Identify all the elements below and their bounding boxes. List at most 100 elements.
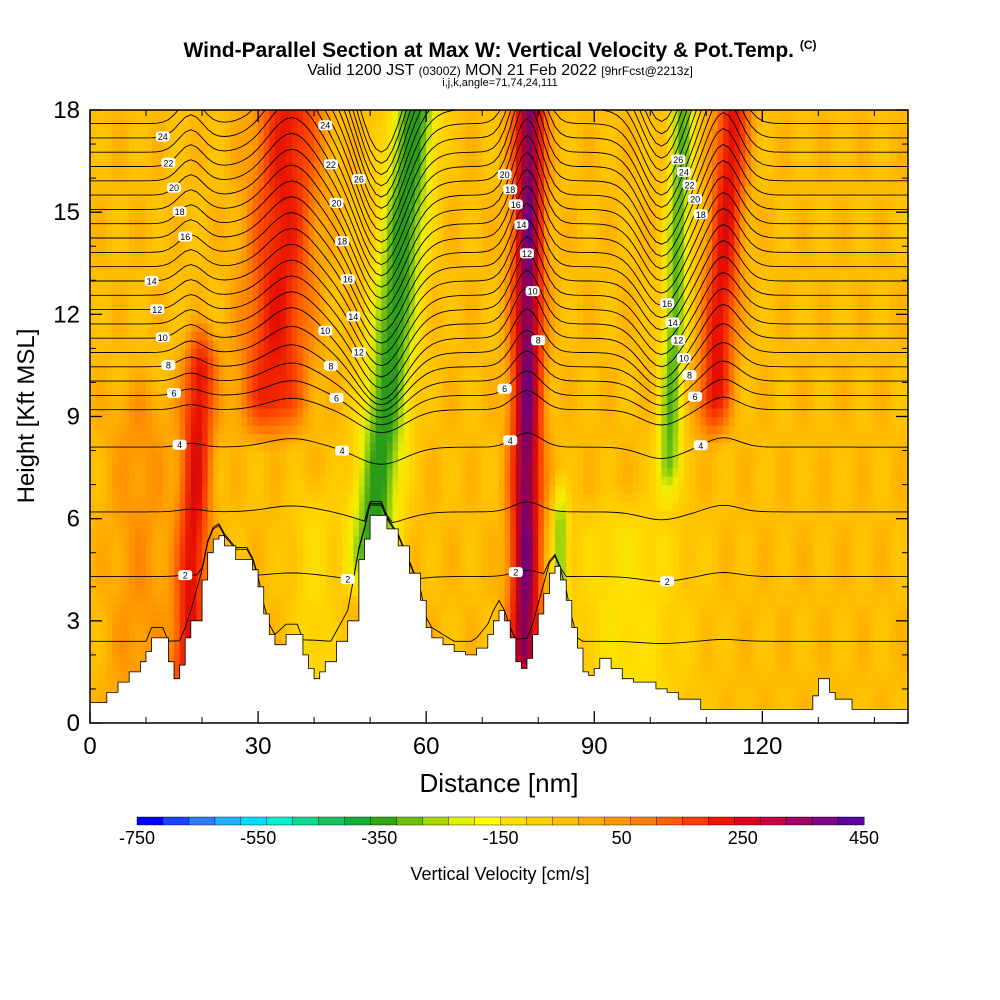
velocity-cell [314,220,321,230]
velocity-cell [235,297,242,307]
velocity-cell [347,552,354,562]
velocity-cell [353,569,360,579]
velocity-cell [319,237,326,247]
velocity-cell [325,450,332,460]
velocity-cell [101,365,108,375]
velocity-cell [414,203,422,213]
velocity-cell [140,433,147,443]
velocity-cell [358,237,366,247]
velocity-cell [336,561,343,571]
velocity-cell [241,365,248,375]
velocity-cell [431,305,438,315]
velocity-cell [230,263,237,273]
velocity-cell [202,433,209,443]
velocity-cell [302,186,310,196]
velocity-cell [442,476,450,486]
velocity-cell [330,186,338,196]
velocity-cell [420,552,427,562]
velocity-cell [134,612,142,622]
velocity-cell [179,178,186,188]
velocity-cell [409,169,416,179]
velocity-cell [190,229,198,239]
velocity-cell [358,518,366,528]
velocity-cell [157,186,164,196]
velocity-cell [241,433,248,443]
velocity-cell [470,365,478,375]
velocity-cell [286,169,293,179]
velocity-cell [414,476,422,486]
velocity-cell [146,637,153,647]
velocity-cell [314,161,321,171]
velocity-cell [162,237,170,247]
velocity-cell [358,356,366,367]
velocity-cell [95,373,102,384]
velocity-cell [286,144,293,154]
velocity-cell [370,331,377,341]
velocity-cell [202,118,209,128]
velocity-cell [392,203,399,213]
velocity-cell [431,510,438,520]
velocity-cell [330,425,338,435]
velocity-cell [218,373,226,384]
velocity-cell [112,229,119,239]
velocity-cell [146,127,153,137]
velocity-cell [134,135,142,145]
velocity-cell [319,203,326,213]
velocity-cell [146,254,153,264]
velocity-cell [454,450,461,460]
velocity-cell [134,254,142,264]
velocity-cell [235,195,242,205]
velocity-cell [465,484,472,494]
velocity-cell [90,493,97,503]
velocity-cell [157,510,164,520]
velocity-cell [90,501,97,511]
velocity-cell [168,620,175,630]
velocity-cell [252,331,259,341]
velocity-cell [230,390,237,401]
velocity-cell [319,569,326,579]
velocity-cell [129,288,136,298]
velocity-cell [162,212,170,222]
velocity-cell [358,544,366,554]
velocity-cell [280,637,287,647]
velocity-cell [235,493,242,503]
velocity-cell [134,161,142,171]
velocity-cell [353,552,360,562]
velocity-cell [342,382,349,392]
velocity-cell [325,578,332,588]
velocity-cell [297,373,304,384]
velocity-cell [409,527,416,537]
velocity-cell [196,297,203,307]
velocity-cell [403,433,410,443]
velocity-cell [336,348,343,358]
velocity-cell [291,629,298,639]
velocity-cell [431,629,438,639]
velocity-cell [291,620,298,630]
velocity-cell [157,501,164,511]
velocity-cell [330,322,338,332]
velocity-cell [224,356,231,367]
velocity-cell [314,390,321,401]
velocity-cell [336,459,343,469]
velocity-cell [106,297,114,307]
velocity-cell [90,467,97,477]
velocity-cell [118,144,125,154]
velocity-cell [269,229,276,239]
velocity-cell [314,178,321,188]
velocity-cell [258,373,265,384]
velocity-cell [409,407,416,418]
velocity-cell [218,331,226,341]
velocity-cell [426,288,433,298]
velocity-cell [414,118,422,128]
velocity-cell [431,501,438,511]
velocity-cell [174,399,181,409]
velocity-cell [420,382,427,392]
velocity-cell [95,322,102,332]
velocity-cell [386,467,394,477]
velocity-cell [151,467,158,477]
velocity-cell [146,442,153,452]
velocity-cell [286,152,293,162]
velocity-cell [207,152,214,162]
velocity-cell [168,152,175,162]
velocity-cell [269,220,276,230]
